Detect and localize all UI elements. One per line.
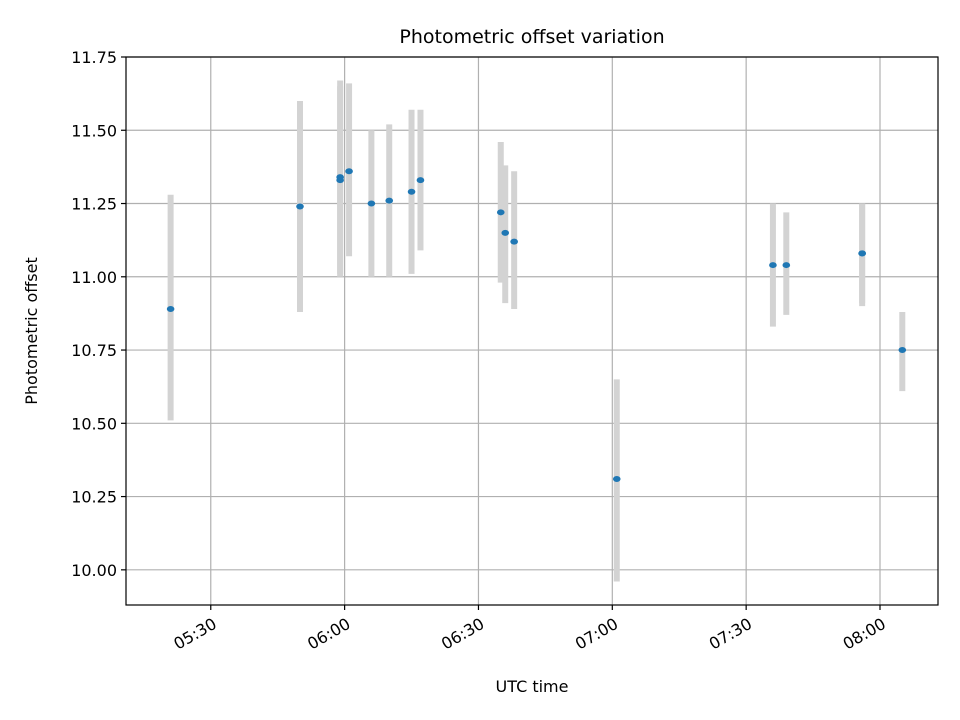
x-tick-label: 06:30: [438, 614, 487, 654]
data-point: [166, 306, 175, 313]
data-point: [496, 209, 505, 216]
y-axis-label: Photometric offset: [22, 257, 41, 405]
error-bars: [167, 80, 906, 582]
data-point: [296, 203, 304, 210]
y-tick-label: 10.75: [71, 341, 117, 360]
x-tick-label: 07:00: [572, 614, 621, 654]
y-axis-ticks: 10.00 10.25 10.50 10.75 11.00 11.25 11.50 11.75: [71, 48, 126, 580]
data-point: [782, 262, 791, 269]
data-point: [612, 475, 621, 482]
x-tick-label: 08:00: [840, 614, 889, 654]
y-tick-label: 11.25: [71, 195, 117, 214]
plot-frame: [125, 56, 939, 606]
data-point: [407, 188, 416, 195]
data-point: [898, 347, 907, 354]
data-point: [416, 177, 425, 184]
data-point: [510, 238, 518, 245]
data-point: [345, 168, 353, 175]
x-tick-label: 06:00: [304, 614, 353, 654]
data-point: [336, 174, 344, 181]
x-axis-ticks: 05:30 06:00 06:30 07:00 07:30 08:00: [170, 605, 889, 654]
data-point: [501, 229, 510, 236]
y-tick-label: 10.50: [71, 414, 117, 433]
data-point: [367, 200, 376, 207]
grid: [126, 56, 938, 605]
data-point: [769, 262, 777, 269]
data-point: [385, 197, 394, 204]
y-tick-label: 11.00: [71, 268, 117, 287]
y-tick-label: 11.50: [71, 121, 117, 140]
x-tick-label: 07:30: [706, 614, 755, 654]
data-points: [166, 168, 907, 482]
y-tick-label: 10.00: [71, 561, 117, 580]
chart-title: Photometric offset variation: [399, 26, 664, 48]
y-tick-label: 11.75: [71, 48, 117, 67]
y-tick-label: 10.25: [71, 488, 117, 507]
x-axis-label: UTC time: [496, 677, 569, 696]
x-tick-label: 05:30: [170, 614, 219, 654]
data-point: [858, 250, 866, 257]
